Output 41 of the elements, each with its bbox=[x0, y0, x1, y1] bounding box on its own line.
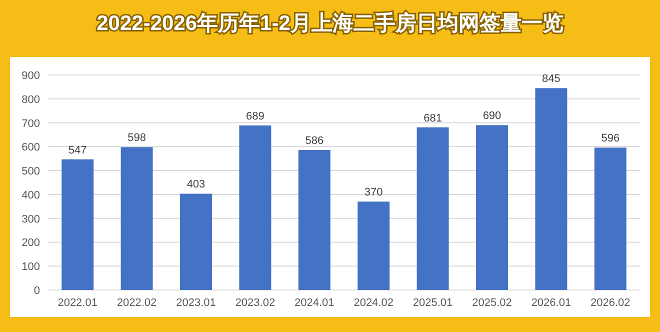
data-label: 681 bbox=[424, 112, 442, 124]
data-label: 689 bbox=[246, 110, 264, 122]
bar bbox=[358, 202, 390, 290]
x-tick-label: 2026.01 bbox=[531, 297, 572, 309]
y-tick-label: 600 bbox=[22, 142, 40, 154]
data-label: 690 bbox=[482, 110, 502, 122]
y-tick-label: 300 bbox=[22, 213, 40, 226]
bar bbox=[62, 159, 94, 290]
bar bbox=[239, 125, 272, 290]
y-tick-label: 500 bbox=[22, 166, 40, 178]
bar bbox=[298, 150, 330, 290]
data-label: 370 bbox=[364, 186, 383, 199]
bar bbox=[180, 194, 212, 290]
y-tick-label: 200 bbox=[22, 237, 40, 250]
y-tick-label: 700 bbox=[22, 118, 40, 130]
y-tick-label: 900 bbox=[22, 70, 40, 82]
y-tick-label: 400 bbox=[22, 189, 40, 202]
y-tick-label: 100 bbox=[22, 261, 40, 274]
x-tick-label: 2024.02 bbox=[354, 297, 394, 309]
data-label: 586 bbox=[305, 135, 324, 148]
x-tick-label: 2024.01 bbox=[294, 297, 334, 309]
bar bbox=[120, 147, 153, 290]
y-tick-label: 0 bbox=[34, 285, 40, 297]
data-label: 598 bbox=[128, 132, 146, 144]
y-tick-label: 800 bbox=[22, 94, 40, 106]
x-tick-label: 2025.01 bbox=[412, 297, 453, 309]
chart-title: 2022-2026年历年1-2月上海二手房日均网签量一览 bbox=[96, 11, 564, 35]
data-label: 845 bbox=[542, 73, 560, 86]
x-tick-label: 2025.02 bbox=[472, 297, 512, 309]
bar bbox=[594, 148, 626, 290]
data-label: 547 bbox=[68, 144, 87, 156]
x-tick-label: 2022.01 bbox=[58, 297, 98, 309]
bar bbox=[416, 127, 449, 290]
data-label: 596 bbox=[601, 132, 620, 145]
x-tick-label: 2023.01 bbox=[176, 297, 216, 309]
bar bbox=[476, 125, 508, 290]
x-tick-label: 2023.02 bbox=[235, 297, 276, 309]
x-tick-label: 2026.02 bbox=[590, 297, 630, 309]
x-tick-label: 2022.02 bbox=[116, 297, 157, 309]
data-label: 403 bbox=[186, 178, 206, 191]
bar bbox=[535, 88, 568, 290]
